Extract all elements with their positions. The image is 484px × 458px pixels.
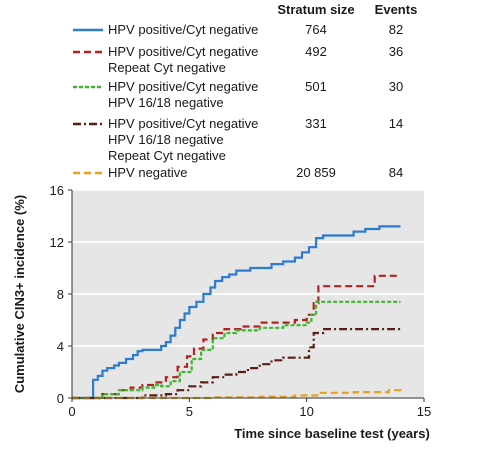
events-value: 14 xyxy=(389,116,403,131)
series-line-1 xyxy=(72,225,401,400)
y-axis-label: Cumulative CIN3+ incidence (%) xyxy=(12,195,27,393)
legend-label: HPV 16/18 negative xyxy=(108,95,224,110)
events-header: Events xyxy=(375,2,418,17)
events-value: 84 xyxy=(389,165,403,180)
legend-label: HPV positive/Cyt negative xyxy=(108,44,258,59)
legend-label: HPV 16/18 negative xyxy=(108,132,224,147)
events-value: 36 xyxy=(389,44,403,59)
legend-label: Repeat Cyt negative xyxy=(108,148,226,163)
legend-label: HPV positive/Cyt negative xyxy=(108,79,258,94)
legend-label: HPV negative xyxy=(108,165,188,180)
series-line-5 xyxy=(72,389,402,400)
series-lines xyxy=(72,225,402,400)
stratum-size-header: Stratum size xyxy=(277,2,354,17)
x-tick-label: 10 xyxy=(299,404,313,419)
series-line-4 xyxy=(72,328,401,400)
stratum-size-value: 20 859 xyxy=(296,165,336,180)
stratum-size-value: 331 xyxy=(305,116,327,131)
legend: HPV positive/Cyt negative 764 82 HPV positi… xyxy=(73,22,403,180)
events-value: 30 xyxy=(389,79,403,94)
y-tick-label: 4 xyxy=(57,339,64,354)
axes: 0 4 8 12 16 0 5 10 15 xyxy=(50,183,432,419)
x-tick-label: 15 xyxy=(417,404,431,419)
stratum-size-value: 501 xyxy=(305,79,327,94)
legend-label: HPV positive/Cyt negative xyxy=(108,116,258,131)
gridlines xyxy=(72,189,424,347)
series-line-3 xyxy=(72,300,401,400)
x-tick-label: 5 xyxy=(186,404,193,419)
series-line-2 xyxy=(72,274,401,400)
stratum-size-value: 764 xyxy=(305,22,327,37)
y-tick-label: 8 xyxy=(57,287,64,302)
x-axis-label: Time since baseline test (years) xyxy=(234,426,430,441)
x-tick-label: 0 xyxy=(68,404,75,419)
y-tick-label: 0 xyxy=(57,391,64,406)
events-value: 82 xyxy=(389,22,403,37)
legend-label: HPV positive/Cyt negative xyxy=(108,22,258,37)
y-tick-label: 12 xyxy=(50,235,64,250)
y-tick-label: 16 xyxy=(50,183,64,198)
stratum-size-value: 492 xyxy=(305,44,327,59)
legend-label: Repeat Cyt negative xyxy=(108,60,226,75)
